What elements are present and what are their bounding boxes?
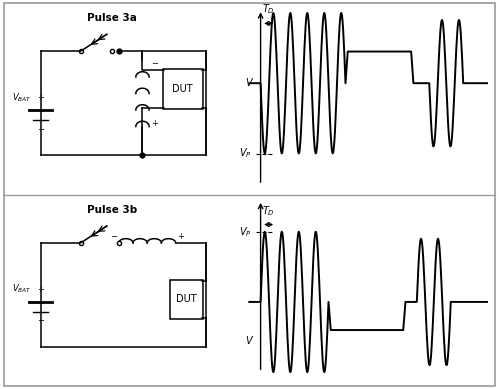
Text: $V_P$: $V_P$: [239, 225, 251, 238]
Text: −: −: [37, 124, 44, 134]
Text: DUT: DUT: [176, 294, 197, 305]
Text: +: +: [37, 285, 44, 294]
Text: $V_{BAT}$: $V_{BAT}$: [12, 91, 32, 103]
FancyBboxPatch shape: [4, 3, 495, 386]
Text: +: +: [177, 232, 184, 241]
Text: DUT: DUT: [173, 84, 193, 94]
FancyBboxPatch shape: [163, 69, 203, 109]
Text: $T_D$: $T_D$: [262, 3, 275, 16]
Text: +: +: [37, 93, 44, 102]
Text: −: −: [37, 316, 44, 326]
Text: Pulse 3b: Pulse 3b: [86, 205, 137, 215]
Text: −: −: [111, 232, 118, 241]
FancyBboxPatch shape: [170, 280, 203, 319]
Text: +: +: [151, 119, 158, 128]
Text: −: −: [151, 59, 158, 68]
Text: $T_D$: $T_D$: [262, 204, 275, 217]
Text: V: V: [245, 78, 251, 88]
Text: $V_P$: $V_P$: [239, 147, 251, 160]
Text: V: V: [245, 336, 251, 345]
Text: $V_{BAT}$: $V_{BAT}$: [12, 283, 32, 295]
Text: Pulse 3a: Pulse 3a: [87, 13, 137, 23]
